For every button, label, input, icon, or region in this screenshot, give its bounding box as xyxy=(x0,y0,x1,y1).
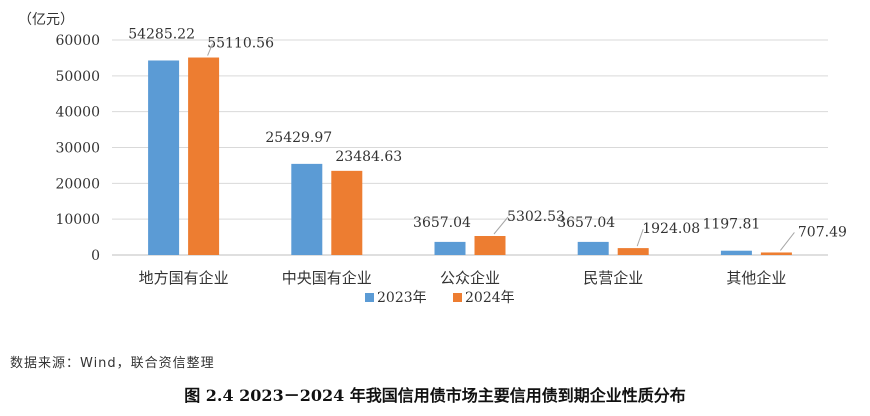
bar xyxy=(331,170,363,255)
data-label: 55110.56 xyxy=(207,36,274,52)
bars xyxy=(148,57,792,255)
gridlines xyxy=(112,39,828,256)
bar xyxy=(760,252,792,255)
legend-swatch xyxy=(453,293,462,302)
leader-line xyxy=(207,43,214,56)
leader-line xyxy=(493,216,509,235)
leader-line xyxy=(636,228,644,247)
category-label: 中央国有企业 xyxy=(282,269,372,287)
bar xyxy=(720,250,752,255)
y-tick-label: 60000 xyxy=(55,33,100,49)
bar-chart: （亿元） 0 10000 20000 30000 40000 50000 60000 542… xyxy=(18,12,847,306)
y-axis-unit-label: （亿元） xyxy=(18,12,74,28)
bar xyxy=(577,241,609,255)
category-label: 民营企业 xyxy=(583,269,643,287)
bar xyxy=(434,241,466,255)
x-axis-categories: 地方国有企业 中央国有企业 公众企业 民营企业 其他企业 xyxy=(139,269,787,287)
y-tick-label: 40000 xyxy=(55,105,100,121)
bar xyxy=(148,60,180,255)
y-axis-ticks: 0 10000 20000 30000 40000 50000 60000 xyxy=(55,33,100,264)
legend-label: 2023年 xyxy=(377,290,427,306)
legend-label: 2024年 xyxy=(465,290,515,306)
y-tick-label: 0 xyxy=(91,248,100,264)
data-source-note: 数据来源：Wind，联合资信整理 xyxy=(10,356,215,371)
data-label: 707.49 xyxy=(798,224,847,240)
data-label: 25429.97 xyxy=(265,130,332,146)
bar xyxy=(617,248,649,255)
y-tick-label: 10000 xyxy=(55,212,100,228)
y-tick-label: 20000 xyxy=(55,176,100,192)
bar xyxy=(474,235,506,255)
data-label: 54285.22 xyxy=(128,26,195,42)
data-label: 5302.53 xyxy=(507,209,565,225)
bar xyxy=(291,163,323,255)
category-label: 其他企业 xyxy=(726,269,786,287)
category-label: 地方国有企业 xyxy=(139,269,229,287)
data-label: 3657.04 xyxy=(413,215,471,231)
bar xyxy=(188,57,220,255)
legend: 2023年 2024年 xyxy=(365,290,515,306)
figure-caption: 图 2.4 2023－2024 年我国信用债市场主要信用债到期企业性质分布 xyxy=(184,386,686,405)
category-label: 公众企业 xyxy=(440,269,500,287)
y-tick-label: 30000 xyxy=(55,141,100,157)
data-label: 1924.08 xyxy=(642,221,700,237)
y-tick-label: 50000 xyxy=(55,69,100,85)
data-label: 23484.63 xyxy=(335,149,402,165)
data-label: 1197.81 xyxy=(702,217,760,233)
legend-swatch xyxy=(365,293,374,302)
data-label: 3657.04 xyxy=(557,215,615,231)
leader-line xyxy=(780,232,795,251)
